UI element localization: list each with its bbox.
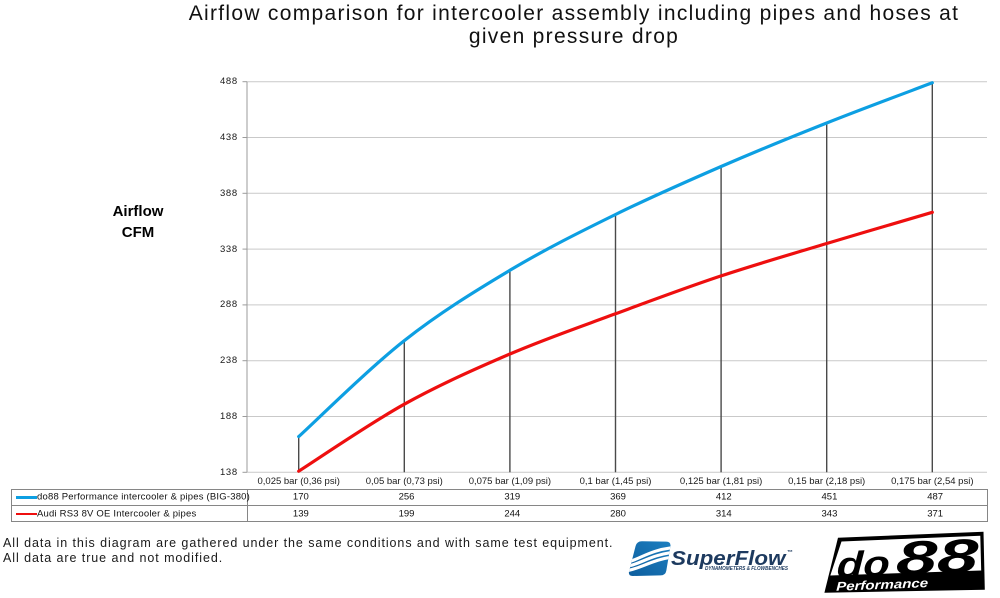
svg-text:Performance: Performance — [836, 576, 928, 594]
svg-text:™: ™ — [787, 549, 793, 556]
svg-text:do: do — [836, 542, 890, 585]
svg-text:DYNAMOMETERS & FLOWBENCHES: DYNAMOMETERS & FLOWBENCHES — [705, 566, 789, 572]
svg-text:SuperFlow: SuperFlow — [671, 547, 788, 570]
svg-text:88: 88 — [895, 530, 979, 586]
